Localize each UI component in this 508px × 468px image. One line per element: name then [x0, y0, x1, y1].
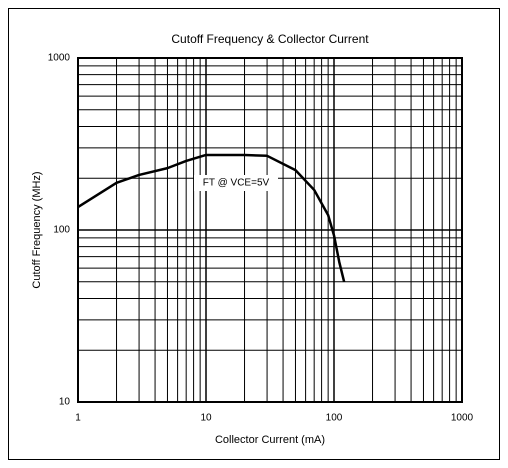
y-tick-label: 10 [59, 397, 71, 408]
y-axis-label: Cutoff Frequency (MHz) [31, 171, 43, 288]
chart-frame [8, 8, 500, 460]
chart-title: Cutoff Frequency & Collector Current [171, 32, 369, 46]
y-tick-label: 100 [53, 225, 70, 236]
data-line [77, 153, 346, 283]
x-tick-label: 1000 [451, 413, 474, 424]
y-tick-label: 1000 [48, 53, 71, 64]
plot: FT @ VCE=5V [77, 153, 346, 283]
annotation-background [194, 175, 278, 191]
x-axis-label: Collector Current (mA) [215, 434, 325, 446]
x-tick-label: 10 [200, 413, 212, 424]
annotation: FT @ VCE=5V [203, 178, 270, 189]
x-tick-label: 100 [326, 413, 343, 424]
x-tick-label: 1 [75, 413, 81, 424]
grid [77, 57, 463, 403]
plot-frame [77, 57, 463, 403]
